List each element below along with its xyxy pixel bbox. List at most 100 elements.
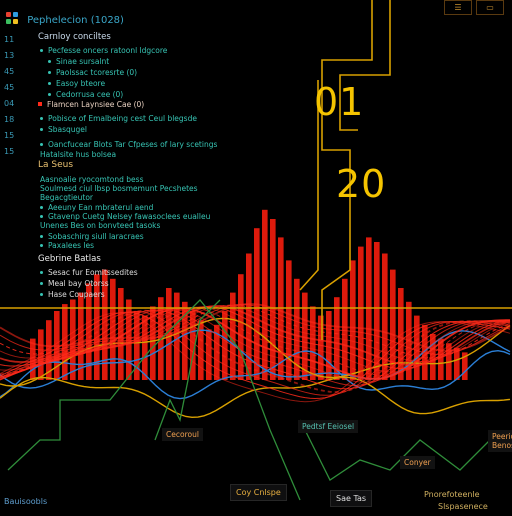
gutter-number: 13 xyxy=(4,51,15,60)
list-item[interactable]: Aasnoalie ryocomtond bess xyxy=(40,175,143,184)
bullet-icon xyxy=(40,244,43,247)
bar xyxy=(174,292,180,380)
list-item[interactable]: Sbasqugel xyxy=(40,125,87,134)
bar xyxy=(30,338,36,380)
bar xyxy=(262,209,268,380)
chart-annotation: Cecoroul xyxy=(162,428,203,441)
bottom-tag[interactable]: Coy Cnlspe xyxy=(230,484,287,501)
bar xyxy=(62,304,68,380)
green-line xyxy=(299,419,491,481)
maximize-button[interactable]: ▭ xyxy=(476,0,504,15)
list-item-label: Aasnoalie ryocomtond bess xyxy=(40,175,144,184)
list-item-label: Sesac fur Eomitssedites xyxy=(48,268,138,277)
list-item[interactable]: Oancfucear Blots Tar Cfpeses of lary sce… xyxy=(40,140,217,149)
list-item[interactable]: Pecfesse oncers ratoonl ldgcore xyxy=(40,46,167,55)
list-item-label: Pobisce of Emalbeing cest Ceul blegsde xyxy=(48,114,197,123)
list-item[interactable]: Sobaschirg siull laracraes xyxy=(40,232,144,241)
gutter-number: 11 xyxy=(4,35,15,44)
bullet-icon xyxy=(48,82,51,85)
gutter-number: 45 xyxy=(4,83,15,92)
list-item-label: Paolssac tcoresrte (0) xyxy=(56,68,138,77)
bar xyxy=(398,288,404,380)
bar xyxy=(150,306,156,380)
yellow-connectors xyxy=(0,0,512,340)
list-item[interactable]: Begacgtieutor xyxy=(40,193,93,202)
bar xyxy=(246,253,252,380)
red-wave-line xyxy=(0,308,511,383)
section-heading: La Seus xyxy=(38,160,74,170)
list-item[interactable]: Soulmesd ciul lbsp bosmemunt Pecshetes xyxy=(40,184,198,193)
line-number-gutter: 11 13 45 45 04 18 15 15 xyxy=(4,32,14,160)
logo-cell xyxy=(13,12,18,17)
bar xyxy=(222,311,228,380)
menu-button[interactable]: ☰ xyxy=(444,0,472,15)
bullet-icon xyxy=(40,271,43,274)
connector-line xyxy=(299,80,319,291)
app-logo-icon xyxy=(6,12,20,26)
list-item[interactable]: Sinae sursalnt xyxy=(48,57,109,66)
list-item-label: Cedorrusa cee (0) xyxy=(56,90,124,99)
bar xyxy=(342,278,348,380)
bottom-tag[interactable]: Sae Tas xyxy=(330,490,373,507)
bar xyxy=(198,320,204,380)
list-item[interactable]: Paxalees les xyxy=(40,241,94,250)
list-item-highlight[interactable]: Flamcen Laynsiee Cae (0) xyxy=(38,100,144,109)
bar xyxy=(86,283,92,380)
bottom-right-item: Pnorefoteenle xyxy=(424,490,480,499)
list-item-label: Hase Coupaers xyxy=(48,290,105,299)
big-number: 20 xyxy=(336,162,387,206)
bottom-left-label: Bauisoobls xyxy=(4,497,48,506)
connector-line xyxy=(339,0,391,131)
list-item[interactable]: Hase Coupaers xyxy=(40,290,105,299)
red-wave-line xyxy=(0,311,511,400)
chart-annotation: Peerid Benosed xyxy=(488,430,512,452)
list-item-label: Hatalsite hus bolsea xyxy=(40,150,117,159)
bullet-icon xyxy=(40,128,43,131)
list-item[interactable]: Paolssac tcoresrte (0) xyxy=(48,68,137,77)
list-item[interactable]: Sesac fur Eomitssedites xyxy=(40,268,138,277)
big-number: 01 xyxy=(314,80,365,124)
bar xyxy=(270,219,276,380)
list-item[interactable]: Unenes Bes on bonvteed tasoks xyxy=(40,221,160,230)
bullet-icon xyxy=(40,282,43,285)
list-item[interactable]: Gtavenp Cuetg Nelsey fawasoclees eualleu xyxy=(40,212,210,221)
blue-series-line xyxy=(0,329,511,389)
list-item[interactable]: Hatalsite hus bolsea xyxy=(40,150,116,159)
bar xyxy=(134,311,140,380)
bar xyxy=(190,311,196,380)
bar xyxy=(350,260,356,380)
bottom-right-item: Slspasenece xyxy=(438,502,488,511)
gutter-number: 45 xyxy=(4,67,15,76)
red-wave-line xyxy=(0,309,511,390)
red-wave-line xyxy=(0,309,511,387)
list-item[interactable]: Meal bay Otorss xyxy=(40,279,109,288)
bar xyxy=(118,288,124,380)
waves-layer xyxy=(0,303,511,403)
list-item[interactable]: Aeeuny Ean mbraterul aend xyxy=(40,203,153,212)
list-item-label: Meal bay Otorss xyxy=(48,279,109,288)
red-wave-line xyxy=(0,303,511,352)
bar xyxy=(318,315,324,380)
gutter-number: 04 xyxy=(4,99,15,108)
red-square-icon xyxy=(38,102,42,106)
bar xyxy=(230,292,236,380)
bar xyxy=(454,347,460,380)
list-item-label: Soulmesd ciul lbsp bosmemunt Pecshetes xyxy=(40,184,198,193)
app-title: Pephelecion (1028) xyxy=(27,15,124,26)
blue-series-line xyxy=(0,349,511,400)
bullet-icon xyxy=(40,215,43,218)
chart-annotation: Pedtsf Eeiosel xyxy=(298,420,359,433)
bar xyxy=(358,246,364,380)
bar xyxy=(462,352,468,380)
list-item-label: Sinae sursalnt xyxy=(56,57,110,66)
red-wave-line xyxy=(0,307,510,380)
bar xyxy=(414,315,420,380)
bar xyxy=(286,260,292,380)
list-item[interactable]: Pobisce of Emalbeing cest Ceul blegsde xyxy=(40,114,197,123)
bullet-icon xyxy=(40,206,43,209)
list-item[interactable]: Cedorrusa cee (0) xyxy=(48,90,123,99)
list-item[interactable]: Easoy bteore xyxy=(48,79,105,88)
bar xyxy=(382,253,388,380)
bar xyxy=(374,242,380,380)
